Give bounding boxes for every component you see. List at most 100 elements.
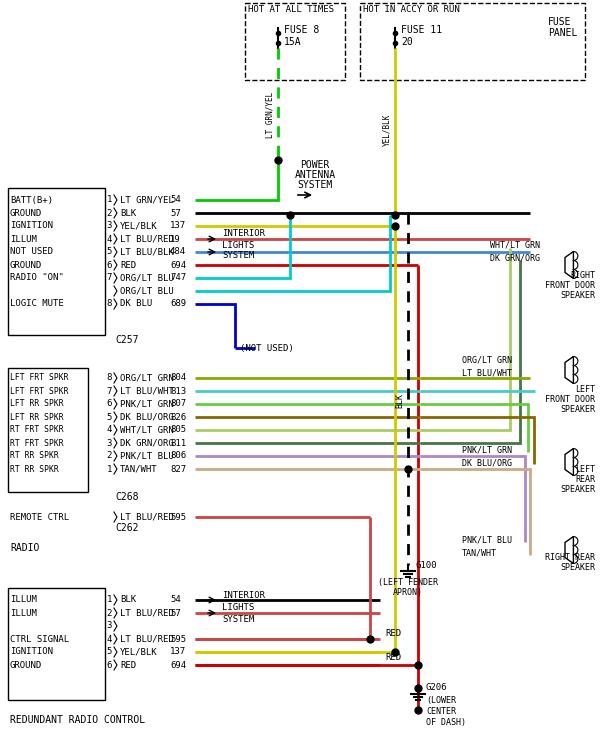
Text: RT RR SPKR: RT RR SPKR [10,464,59,473]
Text: 5: 5 [106,648,112,657]
Text: 813: 813 [170,386,186,395]
Text: 4: 4 [106,425,112,434]
Text: 6: 6 [106,400,112,408]
Text: 1: 1 [106,464,112,473]
Text: FUSE 11: FUSE 11 [401,25,442,35]
Text: 595: 595 [170,512,186,522]
Bar [8,588,105,700]
Text: LT BLU/RED: LT BLU/RED [120,634,174,643]
Text: CENTER: CENTER [426,707,456,715]
Text: HOT AT ALL TIMES: HOT AT ALL TIMES [248,5,334,15]
Text: C262: C262 [115,523,139,533]
Text: 6: 6 [106,660,112,670]
Text: REMOTE CTRL: REMOTE CTRL [10,512,69,522]
Text: (NOT USED): (NOT USED) [240,344,294,353]
Text: LOGIC MUTE: LOGIC MUTE [10,300,64,308]
Text: 15A: 15A [284,37,302,47]
Text: 6: 6 [106,261,112,269]
Text: SYSTEM: SYSTEM [222,252,254,261]
Text: 806: 806 [170,451,186,461]
Text: BLK: BLK [120,208,136,218]
Text: 54: 54 [170,196,181,205]
Text: 137: 137 [170,222,186,230]
Text: LT BLU/BLK: LT BLU/BLK [120,247,174,257]
Text: ILLUM: ILLUM [10,609,37,618]
Bar [360,3,585,80]
Text: 57: 57 [170,208,181,218]
Text: RIGHT: RIGHT [570,271,595,280]
Text: LT BLU/RED: LT BLU/RED [120,235,174,244]
Text: G206: G206 [426,684,447,693]
Text: SPEAKER: SPEAKER [560,291,595,300]
Text: LT GRN/YEL: LT GRN/YEL [120,196,174,205]
Text: RED: RED [120,660,136,670]
Text: 804: 804 [170,373,186,383]
Text: SPEAKER: SPEAKER [560,486,595,495]
Text: HOT IN ACCY OR RUN: HOT IN ACCY OR RUN [363,5,460,15]
Text: YEL/BLK: YEL/BLK [120,222,157,230]
Bar [8,368,88,492]
Bar [245,3,345,80]
Text: RIGHT REAR: RIGHT REAR [545,553,595,562]
Text: 5: 5 [106,412,112,422]
Text: SYSTEM: SYSTEM [222,615,254,623]
Text: DK BLU: DK BLU [120,300,152,308]
Text: LIGHTS: LIGHTS [222,603,254,612]
Text: PNK/LT BLU: PNK/LT BLU [462,536,512,545]
Text: RADIO "ON": RADIO "ON" [10,274,64,283]
Text: ILLUM: ILLUM [10,595,37,604]
Text: 2: 2 [106,451,112,461]
Text: LFT RR SPKR: LFT RR SPKR [10,400,64,408]
Text: (LOWER: (LOWER [426,696,456,704]
Text: CTRL SIGNAL: CTRL SIGNAL [10,634,69,643]
Text: FUSE 8: FUSE 8 [284,25,319,35]
Text: PNK/LT GRN: PNK/LT GRN [120,400,174,408]
Text: 19: 19 [170,235,181,244]
Text: 137: 137 [170,648,186,657]
Text: 2: 2 [106,208,112,218]
Text: YEL/BLK: YEL/BLK [120,648,157,657]
Text: GROUND: GROUND [10,208,42,218]
Text: 8: 8 [106,300,112,308]
Text: INTERIOR: INTERIOR [222,230,265,238]
Text: TAN/WHT: TAN/WHT [462,548,497,557]
Text: ORG/LT GRN: ORG/LT GRN [120,373,174,383]
Text: GROUND: GROUND [10,261,42,269]
Bar [8,188,105,335]
Text: NOT USED: NOT USED [10,247,53,257]
Text: BLK: BLK [395,392,404,408]
Text: SYSTEM: SYSTEM [297,180,333,190]
Text: PNK/LT GRN: PNK/LT GRN [462,445,512,455]
Text: PNK/LT BLU: PNK/LT BLU [120,451,174,461]
Text: RED: RED [385,629,401,637]
Text: RT FRT SPKR: RT FRT SPKR [10,425,64,434]
Text: LFT FRT SPKR: LFT FRT SPKR [10,373,69,383]
Text: BATT(B+): BATT(B+) [10,196,53,205]
Text: 3: 3 [106,222,112,230]
Text: 20: 20 [401,37,413,47]
Text: REAR: REAR [575,475,595,484]
Text: GROUND: GROUND [10,660,42,670]
Text: ILLUM: ILLUM [10,235,37,244]
Text: 57: 57 [170,609,181,618]
Text: LFT FRT SPKR: LFT FRT SPKR [10,386,69,395]
Text: 7: 7 [106,274,112,283]
Text: 595: 595 [170,634,186,643]
Text: REDUNDANT RADIO CONTROL: REDUNDANT RADIO CONTROL [10,715,145,725]
Text: DK GRN/ORG: DK GRN/ORG [120,439,174,447]
Text: FUSE: FUSE [548,17,572,27]
Text: 4: 4 [106,235,112,244]
Text: RED: RED [385,654,401,662]
Text: RED: RED [120,261,136,269]
Text: LT BLU/RED: LT BLU/RED [120,512,174,522]
Text: 747: 747 [170,274,186,283]
Text: G100: G100 [416,561,438,570]
Text: 827: 827 [170,464,186,473]
Text: 694: 694 [170,261,186,269]
Text: 1: 1 [106,196,112,205]
Text: BLK: BLK [120,595,136,604]
Text: 3: 3 [106,621,112,631]
Text: 811: 811 [170,439,186,447]
Text: PANEL: PANEL [548,28,578,38]
Text: TAN/WHT: TAN/WHT [120,464,157,473]
